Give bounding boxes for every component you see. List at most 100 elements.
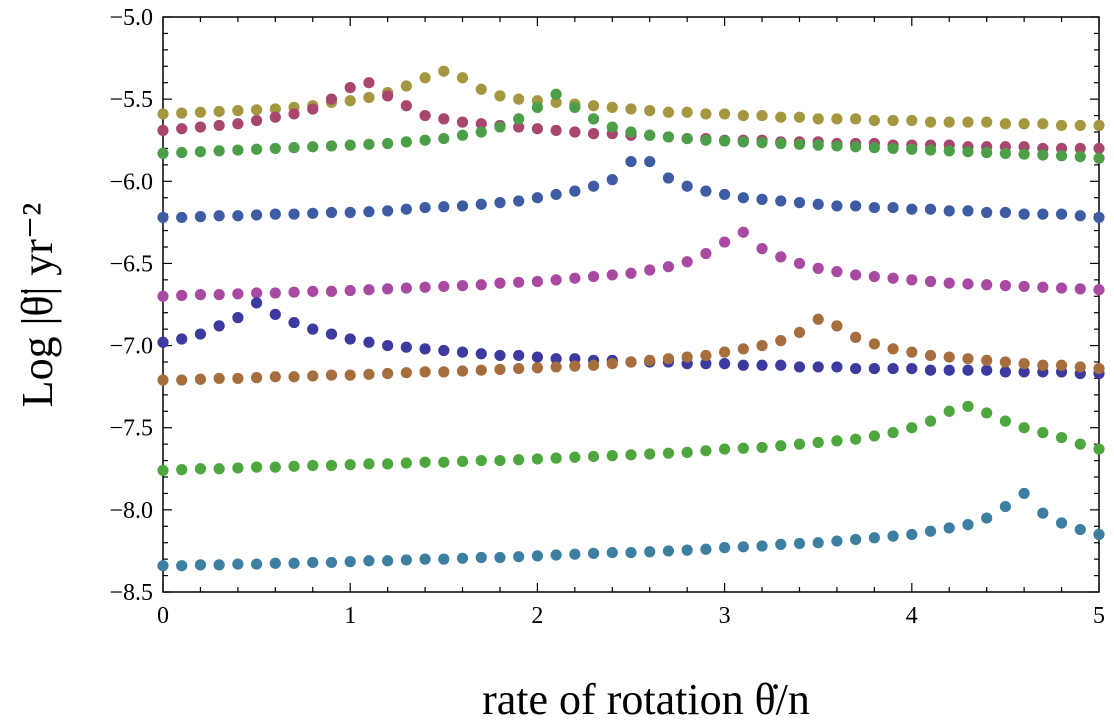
data-point bbox=[325, 328, 338, 340]
data-point bbox=[962, 364, 974, 376]
data-point bbox=[887, 142, 899, 155]
data-point bbox=[700, 108, 712, 120]
data-point bbox=[606, 450, 618, 462]
data-point bbox=[1055, 282, 1068, 294]
data-point bbox=[307, 285, 319, 297]
data-point bbox=[307, 323, 319, 335]
data-point bbox=[307, 207, 319, 219]
data-point bbox=[456, 72, 469, 84]
data-point bbox=[176, 107, 188, 119]
data-point bbox=[550, 88, 562, 100]
data-point bbox=[587, 100, 600, 112]
data-point bbox=[719, 346, 731, 358]
data-point bbox=[400, 367, 412, 379]
data-point bbox=[812, 313, 824, 325]
data-point bbox=[756, 193, 768, 205]
data-point bbox=[344, 333, 356, 345]
data-point bbox=[625, 155, 637, 168]
data-point bbox=[213, 320, 225, 332]
x-tick-label: 1 bbox=[344, 603, 356, 629]
data-point bbox=[1093, 211, 1105, 224]
data-point bbox=[475, 126, 487, 138]
data-point bbox=[812, 537, 824, 549]
data-point bbox=[438, 65, 450, 77]
data-point bbox=[831, 266, 843, 278]
data-point bbox=[943, 364, 955, 376]
data-point bbox=[1018, 148, 1030, 160]
data-point bbox=[232, 558, 244, 570]
data-point bbox=[981, 206, 993, 219]
data-point bbox=[1074, 361, 1086, 373]
data-point bbox=[325, 369, 338, 381]
data-point bbox=[812, 113, 824, 125]
data-point bbox=[850, 362, 862, 375]
data-point bbox=[868, 142, 880, 154]
data-point bbox=[737, 109, 749, 122]
data-point bbox=[681, 256, 693, 268]
data-point bbox=[513, 195, 525, 207]
data-point bbox=[1093, 528, 1105, 541]
data-point bbox=[194, 328, 207, 340]
data-point bbox=[513, 113, 525, 125]
data-point bbox=[307, 103, 319, 115]
data-point bbox=[924, 275, 937, 288]
data-point bbox=[625, 449, 637, 461]
data-point bbox=[681, 544, 693, 556]
data-point bbox=[475, 348, 487, 360]
data-point bbox=[325, 206, 338, 219]
data-point bbox=[700, 445, 712, 457]
data-point bbox=[906, 346, 918, 358]
data-point bbox=[550, 274, 562, 286]
data-point bbox=[868, 114, 880, 127]
data-point bbox=[531, 123, 544, 135]
data-point bbox=[400, 136, 412, 148]
data-point bbox=[550, 188, 562, 201]
data-point bbox=[775, 335, 787, 347]
data-point bbox=[157, 374, 169, 386]
data-point bbox=[232, 210, 244, 222]
data-point bbox=[943, 351, 955, 363]
data-point bbox=[1074, 119, 1086, 132]
data-point bbox=[850, 331, 862, 343]
data-point bbox=[868, 338, 880, 350]
series-8 bbox=[157, 400, 1105, 477]
data-point bbox=[1037, 507, 1049, 519]
data-point bbox=[344, 369, 356, 381]
data-point bbox=[494, 551, 506, 564]
data-point bbox=[999, 118, 1012, 130]
data-point bbox=[943, 522, 955, 534]
data-point bbox=[756, 243, 768, 255]
data-point bbox=[700, 358, 712, 370]
data-point bbox=[719, 542, 731, 554]
data-point bbox=[213, 119, 225, 132]
data-point bbox=[606, 174, 618, 186]
data-point bbox=[962, 400, 974, 412]
data-point bbox=[962, 519, 974, 531]
series-9 bbox=[157, 487, 1105, 572]
series-6 bbox=[157, 297, 1105, 380]
y-tick-label: −8.0 bbox=[109, 498, 153, 524]
data-point bbox=[419, 201, 431, 214]
data-point bbox=[382, 205, 394, 217]
data-point bbox=[981, 116, 993, 128]
data-point bbox=[887, 530, 899, 542]
data-point bbox=[924, 349, 937, 362]
data-point bbox=[662, 447, 675, 459]
data-point bbox=[251, 372, 263, 384]
data-point bbox=[1055, 208, 1068, 220]
data-point bbox=[475, 454, 487, 467]
data-point bbox=[438, 132, 450, 145]
data-point bbox=[288, 108, 300, 120]
data-point bbox=[344, 556, 356, 568]
data-point bbox=[513, 93, 525, 105]
data-point bbox=[269, 287, 281, 299]
data-point bbox=[550, 549, 562, 561]
data-point bbox=[1018, 358, 1030, 370]
data-point bbox=[812, 436, 824, 449]
data-point bbox=[606, 358, 618, 370]
data-point bbox=[419, 366, 431, 378]
data-point bbox=[793, 537, 806, 550]
data-point bbox=[269, 308, 281, 320]
data-point bbox=[1093, 443, 1105, 455]
data-point bbox=[1093, 152, 1105, 164]
